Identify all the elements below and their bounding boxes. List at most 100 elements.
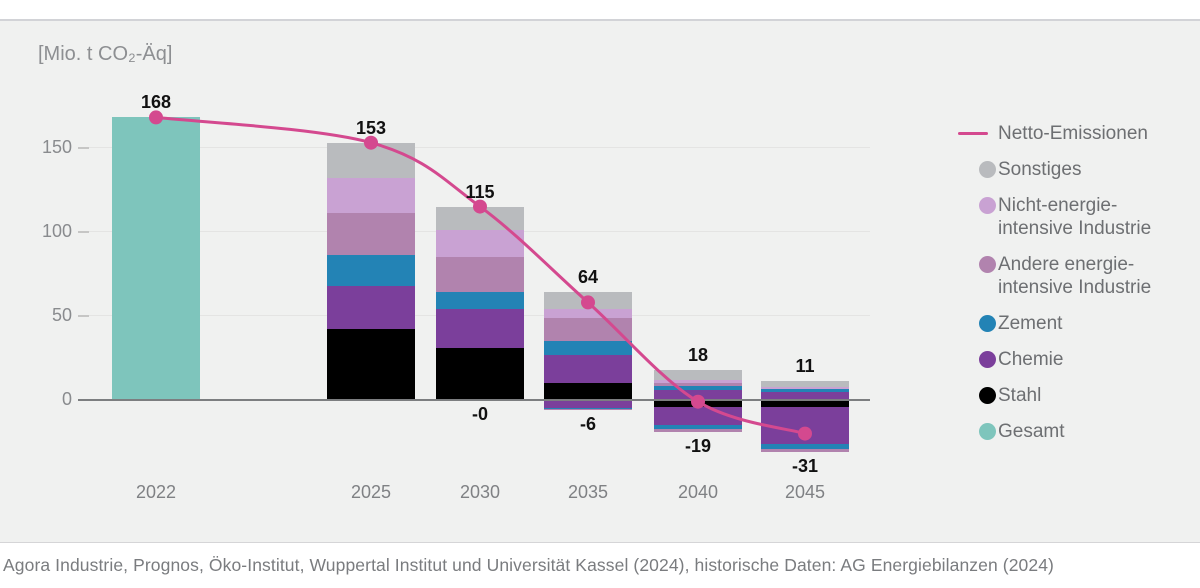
x-axis-label-2035: 2035 <box>567 482 609 502</box>
bar-value-label-bottom: -19 <box>684 435 711 456</box>
dot-swatch-icon <box>979 315 996 332</box>
bar-value-label-top: 18 <box>687 344 709 365</box>
bar-segment-andere <box>436 257 524 293</box>
bar-value-label-bottom: -6 <box>579 414 596 435</box>
bar-value-label-bottom: -0 <box>471 404 488 424</box>
bar-segment-stahl <box>544 383 632 400</box>
legend-label-nicht: Nicht-energie-intensive Industrie <box>998 194 1151 240</box>
bar-segment-neg-stahl <box>761 400 849 407</box>
y-axis-unit-label: [Mio. t CO₂-Äq] <box>38 43 173 65</box>
legend-label-line: Stahl <box>998 385 1042 406</box>
legend-label-netto: Netto-Emissionen <box>998 122 1148 145</box>
bar-segment-sonstiges <box>436 206 524 231</box>
bar-segment-andere <box>654 383 742 386</box>
legend-item-zement: Zement <box>958 312 1151 335</box>
bar-segment-stahl <box>436 347 524 400</box>
legend-label-chemie: Chemie <box>998 348 1063 371</box>
bar-segment-nicht <box>761 386 849 390</box>
y-tick-label: 0 <box>61 389 72 409</box>
bar-segment-chemie <box>544 354 632 384</box>
legend-label-stahl: Stahl <box>998 384 1041 407</box>
bar-segment-neg-andere <box>761 448 849 453</box>
legend-label-line: Gesamt <box>998 421 1065 442</box>
y-tick-mark <box>78 146 89 149</box>
bar-segment-zement <box>544 341 632 355</box>
bar-value-label-top: 11 <box>795 356 815 377</box>
bar-segment-nicht <box>327 177 415 214</box>
dot-swatch-icon <box>979 423 996 440</box>
legend-label-line: Sonstiges <box>998 159 1082 180</box>
legend-item-netto: Netto-Emissionen <box>958 122 1151 145</box>
bar-value-label-top: 153 <box>355 117 387 138</box>
y-tick-label: 100 <box>41 220 72 241</box>
bar-segment-sonstiges <box>761 381 849 387</box>
line-swatch-icon <box>958 132 988 135</box>
bar-value-label-top: 64 <box>577 267 599 288</box>
bar-value-label-bottom: -31 <box>791 456 818 477</box>
legend-item-chemie: Chemie <box>958 348 1151 371</box>
bar-segment-sonstiges <box>654 369 742 380</box>
dot-swatch-icon <box>979 256 996 273</box>
bar-segment-chemie <box>327 285 415 330</box>
bar-segment-neg-chemie <box>761 406 849 444</box>
legend-label-line: Nicht-energie- <box>998 195 1118 216</box>
bar-segment-zement <box>761 389 849 392</box>
bar-segment-stahl <box>327 329 415 400</box>
legend-item-andere: Andere energie-intensive Industrie <box>958 253 1151 299</box>
legend-item-gesamt: Gesamt <box>958 420 1151 443</box>
bar-segment-neg-zement <box>761 443 849 449</box>
legend-label-line: intensive Industrie <box>998 277 1152 298</box>
legend-label-line: Netto-Emissionen <box>998 123 1148 144</box>
legend-label-line: Chemie <box>998 349 1064 370</box>
bar-segment-neg-chemie <box>654 406 742 426</box>
bar-segment-zement <box>436 292 524 310</box>
dot-swatch-icon <box>979 351 996 368</box>
bar-segment-neg-andere <box>654 429 742 432</box>
bar-segment-nicht <box>544 309 632 318</box>
x-axis-label-2045: 2045 <box>784 482 826 502</box>
legend-item-stahl: Stahl <box>958 384 1151 407</box>
bar-segment-andere <box>327 213 415 256</box>
y-tick-label: 150 <box>41 136 72 157</box>
bar-segment-neg-stahl <box>654 400 742 407</box>
y-tick-label: 50 <box>51 304 72 325</box>
bar-segment-neg-andere <box>544 409 632 411</box>
top-white-band <box>0 0 1200 21</box>
bar-segment-neg-chemie <box>544 400 632 408</box>
bar-value-label-top: 168 <box>140 92 172 113</box>
legend-item-nicht: Nicht-energie-intensive Industrie <box>958 194 1151 240</box>
legend-label-zement: Zement <box>998 312 1062 335</box>
dot-swatch-icon <box>979 197 996 214</box>
legend-label-line: intensive Industrie <box>998 218 1152 239</box>
bar-segment-sonstiges <box>544 292 632 310</box>
source-attribution: Agora Industrie, Prognos, Öko-Institut, … <box>3 555 1054 575</box>
dot-swatch-icon <box>979 161 996 178</box>
legend-label-line: Zement <box>998 313 1063 334</box>
bar-segment-nicht <box>654 379 742 384</box>
legend-label-gesamt: Gesamt <box>998 420 1065 443</box>
legend: Netto-Emissionen Sonstiges Nicht-energie-i… <box>958 122 1151 443</box>
legend-label-line: Andere energie- <box>998 254 1135 275</box>
y-tick-mark <box>78 314 89 317</box>
zero-axis-line <box>78 399 870 401</box>
x-axis-label-2030: 2030 <box>459 482 501 502</box>
x-axis-label-2040: 2040 <box>677 482 719 502</box>
dot-swatch-icon <box>979 387 996 404</box>
x-axis-label-2022: 2022 <box>135 482 177 502</box>
bar-segment-andere <box>544 317 632 342</box>
bar-segment-nicht <box>436 230 524 258</box>
bar-segment-zement <box>327 255 415 286</box>
bar-segment-sonstiges <box>327 142 415 178</box>
y-tick-mark <box>78 230 89 233</box>
bar-segment-zement <box>654 385 742 390</box>
footer: Agora Industrie, Prognos, Öko-Institut, … <box>0 543 1200 588</box>
legend-label-andere: Andere energie-intensive Industrie <box>998 253 1151 299</box>
bar-value-label-top: 115 <box>465 181 495 202</box>
x-axis-label-2025: 2025 <box>350 482 392 502</box>
bar-segment-chemie <box>436 309 524 348</box>
footer-divider <box>0 542 1200 543</box>
legend-item-sonstiges: Sonstiges <box>958 158 1151 181</box>
legend-label-sonstiges: Sonstiges <box>998 158 1081 181</box>
bar-segment-gesamt <box>112 117 200 400</box>
